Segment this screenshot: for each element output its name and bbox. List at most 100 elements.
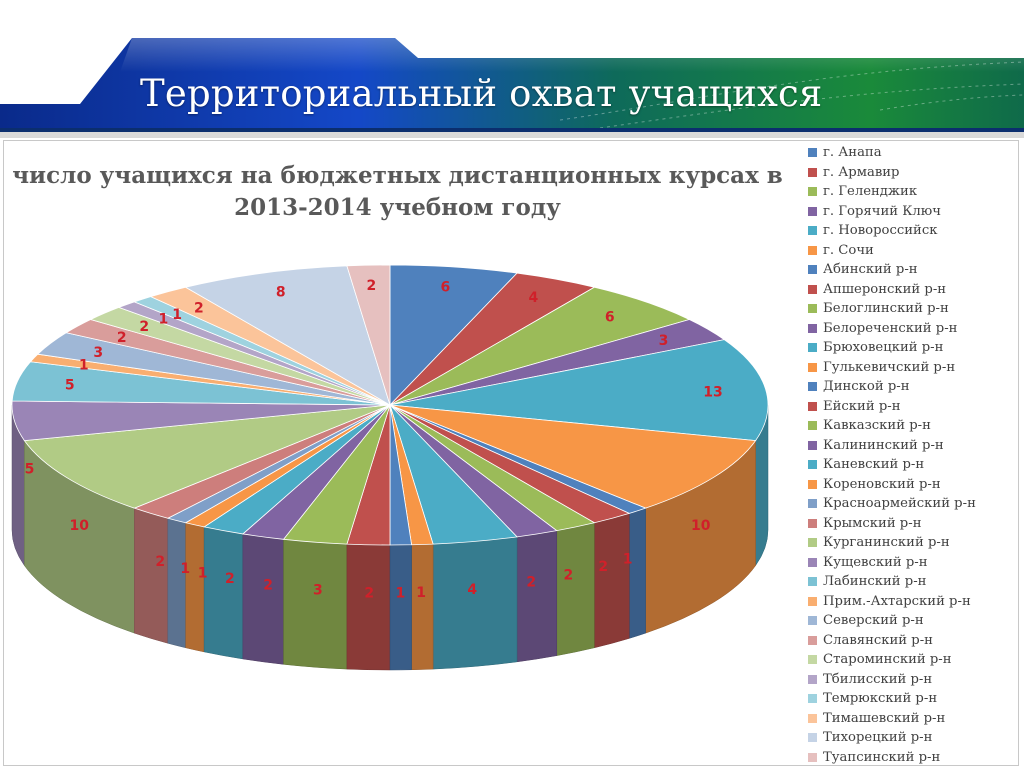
legend-swatch	[808, 538, 817, 548]
legend-label: Белореченский р-н	[823, 320, 958, 336]
legend-item: Калининский р-н	[808, 436, 1020, 456]
legend-swatch	[808, 499, 817, 509]
data-label-темрюкский-р-н: 1	[172, 307, 182, 323]
legend-item: Темрюкский р-н	[808, 689, 1020, 709]
data-label-красноармейский-р-н: 1	[180, 561, 190, 577]
data-label-курганинский-р-н: 10	[69, 518, 89, 534]
data-label-белореченский-р-н: 2	[526, 575, 536, 591]
legend-swatch	[808, 304, 817, 314]
legend-item: Кавказский р-н	[808, 416, 1020, 436]
data-label-ейский-р-н: 2	[364, 585, 374, 601]
legend-swatch	[808, 362, 817, 372]
legend-item: Каневский р-н	[808, 455, 1020, 475]
data-label-апшеронский-р-н: 2	[598, 559, 608, 575]
legend-swatch	[808, 187, 817, 197]
legend-label: Динской р-н	[823, 379, 910, 395]
legend-swatch	[808, 557, 817, 567]
legend-item: г. Геленджик	[808, 182, 1020, 202]
legend-label: Ейский р-н	[823, 398, 901, 414]
legend-swatch	[808, 713, 817, 723]
pie-side-калининский-р-н	[242, 533, 284, 665]
pie-slice-туапсинский-р-н	[346, 264, 391, 406]
legend-label: Курганинский р-н	[823, 535, 950, 551]
legend-label: Славянский р-н	[823, 632, 933, 648]
data-label-тбилисский-р-н: 1	[159, 312, 169, 328]
legend-swatch	[808, 265, 817, 275]
legend-swatch	[808, 245, 817, 255]
pie-side-кавказский-р-н	[283, 539, 348, 670]
legend-item: Прим.-Ахтарский р-н	[808, 592, 1020, 612]
legend-swatch	[808, 206, 817, 216]
legend-label: Каневский р-н	[823, 457, 925, 473]
legend-item: Тимашевский р-н	[808, 709, 1020, 729]
legend-label: Лабинский р-н	[823, 574, 927, 590]
data-label-г-горячий-ключ: 3	[659, 333, 669, 349]
pie-slice-г-новороссийск	[389, 339, 769, 442]
legend-label: Белоглинский р-н	[823, 301, 949, 317]
data-label-кущевский-р-н: 5	[25, 462, 35, 478]
data-label-г-геленджик: 6	[605, 309, 615, 325]
legend-item: Белоглинский р-н	[808, 299, 1020, 319]
legend-swatch	[808, 421, 817, 431]
legend-label: Темрюкский р-н	[823, 691, 938, 707]
legend-item: Лабинский р-н	[808, 572, 1020, 592]
legend-swatch	[808, 655, 817, 665]
legend-swatch	[808, 460, 817, 470]
legend-swatch	[808, 733, 817, 743]
legend-label: Северский р-н	[823, 613, 924, 629]
data-label-динской-р-н: 1	[396, 585, 406, 601]
legend-item: Брюховецкий р-н	[808, 338, 1020, 358]
slide-header-banner	[0, 0, 1024, 138]
legend-item: Крымский р-н	[808, 514, 1020, 534]
data-label-северский-р-н: 3	[93, 345, 103, 361]
legend-item: Белореченский р-н	[808, 319, 1020, 339]
legend-swatch	[808, 440, 817, 450]
legend-swatch	[808, 518, 817, 528]
legend-label: Апшеронский р-н	[823, 281, 947, 297]
data-label-туапсинский-р-н: 2	[367, 278, 377, 294]
pie-side-гулькевичский-р-н	[411, 543, 434, 671]
data-label-г-армавир: 4	[529, 290, 539, 306]
legend-label: Калининский р-н	[823, 437, 944, 453]
legend-label: Кущевский р-н	[823, 554, 928, 570]
legend-label: г. Новороссийск	[823, 223, 938, 239]
legend-swatch	[808, 694, 817, 704]
legend-label: Туапсинский р-н	[823, 749, 941, 765]
legend-item: Апшеронский р-н	[808, 280, 1020, 300]
legend-swatch	[808, 479, 817, 489]
pie-side-абинский-р-н	[629, 507, 646, 639]
data-label-абинский-р-н: 1	[623, 551, 633, 567]
data-label-белоглинский-р-н: 2	[564, 567, 574, 583]
legend-item: г. Анапа	[808, 143, 1020, 163]
legend-item: Гулькевичский р-н	[808, 358, 1020, 378]
legend-label: г. Армавир	[823, 164, 900, 180]
legend-item: Красноармейский р-н	[808, 494, 1020, 514]
legend-swatch	[808, 323, 817, 333]
data-label-г-анапа: 6	[441, 279, 451, 295]
data-label-славянский-р-н: 2	[117, 330, 127, 346]
legend-item: Кореновский р-н	[808, 475, 1020, 495]
legend-label: Староминский р-н	[823, 652, 952, 668]
data-label-тимашевский-р-н: 2	[194, 301, 204, 317]
data-label-г-сочи: 10	[691, 518, 711, 534]
pie-side-красноармейский-р-н	[167, 517, 186, 649]
header-decoration	[0, 0, 1024, 138]
legend-swatch	[808, 635, 817, 645]
legend-swatch	[808, 401, 817, 411]
legend-swatch	[808, 674, 817, 684]
legend-item: Староминский р-н	[808, 650, 1020, 670]
pie-side-кореновский-р-н	[185, 522, 205, 653]
legend-swatch	[808, 148, 817, 158]
chart-legend: г. Анапа г. Армавир г. Геленджик г. Горячий…	[808, 143, 1020, 767]
legend-item: Кущевский р-н	[808, 553, 1020, 573]
legend-item: Ейский р-н	[808, 397, 1020, 417]
pie-side-белореченский-р-н	[516, 530, 558, 663]
data-label-гулькевичский-р-н: 1	[416, 585, 426, 601]
legend-swatch	[808, 596, 817, 606]
legend-swatch	[808, 226, 817, 236]
data-label-каневский-р-н: 2	[225, 571, 235, 587]
legend-swatch	[808, 167, 817, 177]
legend-item: Абинский р-н	[808, 260, 1020, 280]
pie-side-брюховецкий-р-н	[432, 536, 518, 670]
